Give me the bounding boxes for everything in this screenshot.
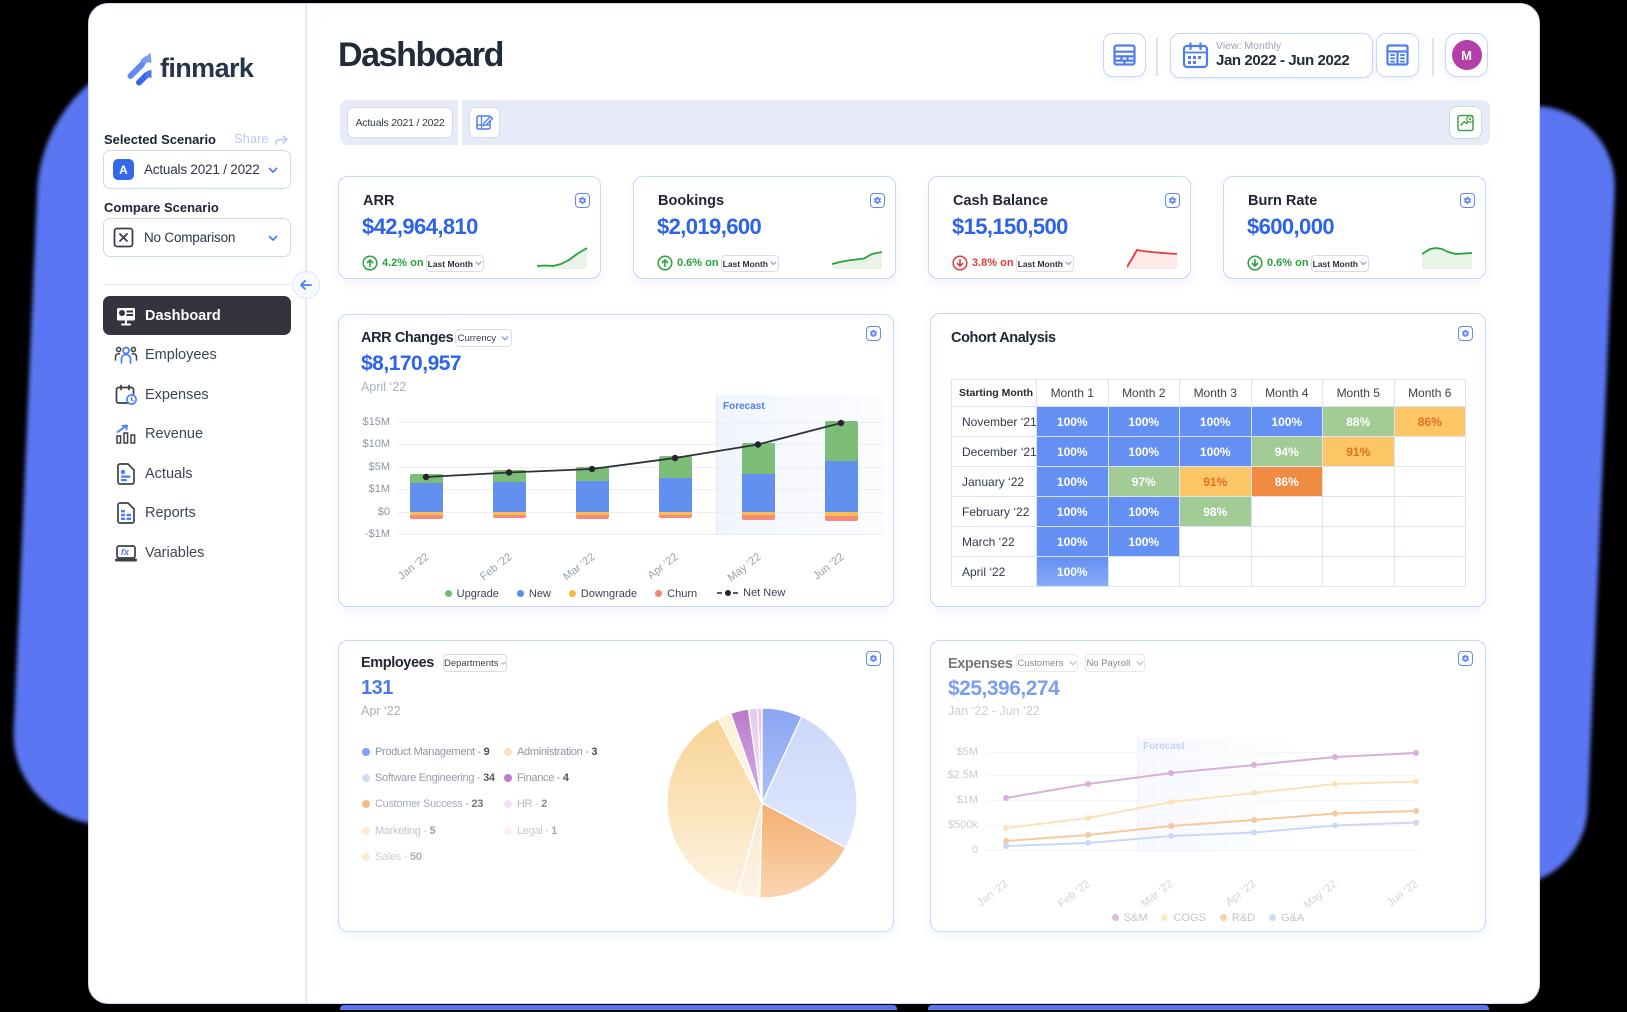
svg-text:fx: fx xyxy=(121,547,130,557)
